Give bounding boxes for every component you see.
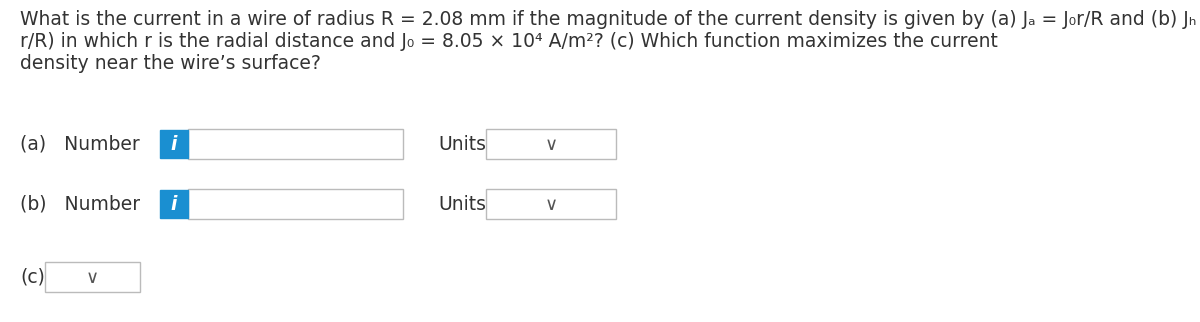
Text: What is the current in a wire of radius R = 2.08 mm if the magnitude of the curr: What is the current in a wire of radius … [20, 10, 1200, 29]
Text: (c): (c) [20, 268, 44, 287]
FancyBboxPatch shape [46, 262, 140, 292]
Text: density near the wire’s surface?: density near the wire’s surface? [20, 54, 320, 73]
FancyBboxPatch shape [160, 130, 188, 158]
FancyBboxPatch shape [188, 129, 403, 159]
FancyBboxPatch shape [160, 190, 188, 218]
Text: i: i [170, 194, 178, 213]
Text: (a)   Number: (a) Number [20, 135, 139, 154]
Text: ∨: ∨ [86, 269, 100, 287]
Text: r/R) in which r is the radial distance and J₀ = 8.05 × 10⁴ A/m²? (c) Which funct: r/R) in which r is the radial distance a… [20, 32, 998, 51]
Text: Units: Units [438, 194, 486, 213]
FancyBboxPatch shape [486, 129, 616, 159]
Text: i: i [170, 135, 178, 154]
Text: (b)   Number: (b) Number [20, 194, 140, 213]
Text: ∨: ∨ [545, 196, 558, 214]
FancyBboxPatch shape [188, 189, 403, 219]
FancyBboxPatch shape [486, 189, 616, 219]
Text: ∨: ∨ [545, 136, 558, 154]
Text: Units: Units [438, 135, 486, 154]
